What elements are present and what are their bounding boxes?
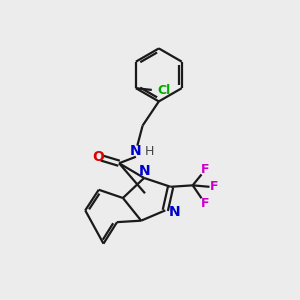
Text: F: F [201, 163, 209, 176]
Text: N: N [139, 164, 151, 178]
Text: O: O [92, 150, 104, 164]
Text: H: H [145, 145, 154, 158]
Text: F: F [201, 197, 209, 210]
Text: N: N [168, 205, 180, 219]
Text: N: N [130, 144, 142, 158]
Text: Cl: Cl [157, 84, 170, 97]
Text: F: F [210, 180, 218, 193]
